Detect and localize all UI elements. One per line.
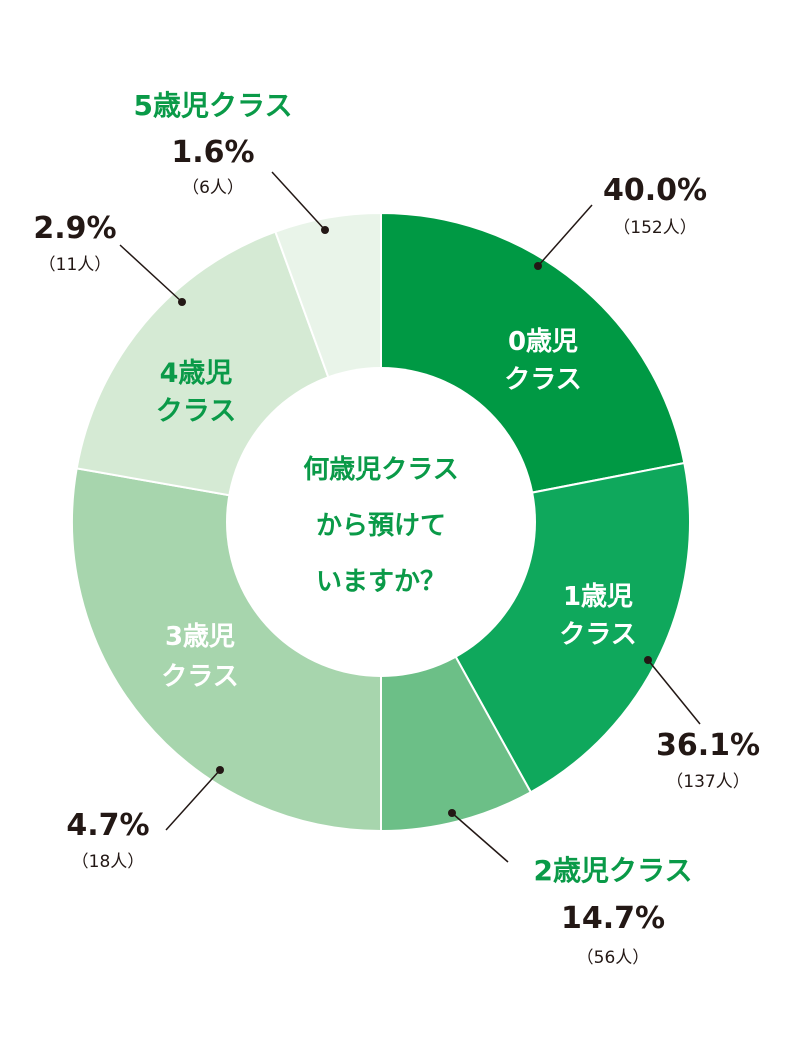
percent-label-3: 4.7%	[66, 808, 149, 843]
leader-dot-1	[644, 656, 652, 664]
slice-label-1-line-2: クラス	[559, 620, 636, 650]
center-title-line-3: いますか？	[316, 567, 446, 597]
count-label-1: （137人）	[666, 772, 749, 792]
slice-label-0-line-2: クラス	[504, 365, 581, 395]
leader-line-5	[271, 171, 326, 231]
percent-label-1: 36.1%	[656, 728, 760, 763]
slice-label-4-line-1: 4歳児	[160, 358, 233, 389]
count-label-0: （152人）	[613, 218, 696, 238]
leader-line-0	[537, 204, 593, 267]
count-label-3: （18人）	[72, 852, 145, 872]
leader-dot-0	[534, 262, 542, 270]
leader-dot-2	[448, 809, 456, 817]
slice-label-3-line-1: 3歳児	[165, 622, 235, 652]
slice-label-0-line-1: 0歳児	[508, 327, 578, 357]
leader-dot-5	[321, 226, 329, 234]
percent-label-5: 1.6%	[171, 135, 254, 170]
slice-label-1-line-1: 1歳児	[563, 582, 633, 612]
leader-line-4	[119, 244, 183, 303]
center-title-line-1: 何歳児クラス	[303, 455, 458, 485]
slice-label-3-line-2: クラス	[161, 662, 238, 692]
slice-label-5: 5歳児クラス	[134, 89, 293, 122]
donut-hole	[226, 367, 536, 677]
percent-label-4: 2.9%	[33, 211, 116, 246]
percent-label-2: 14.7%	[561, 901, 665, 936]
leader-line-1	[647, 659, 701, 725]
count-label-2: （56人）	[577, 948, 650, 968]
leader-dot-3	[216, 766, 224, 774]
leader-line-2	[451, 812, 509, 863]
leader-line-3	[165, 769, 221, 831]
count-label-4: （11人）	[39, 255, 112, 275]
slice-label-2: 2歳児クラス	[534, 854, 693, 887]
count-label-5: （6人）	[182, 178, 244, 198]
slice-label-4-line-2: クラス	[156, 396, 236, 427]
center-title-line-2: から預けて	[316, 511, 446, 541]
leader-dot-4	[178, 298, 186, 306]
percent-label-0: 40.0%	[603, 173, 707, 208]
